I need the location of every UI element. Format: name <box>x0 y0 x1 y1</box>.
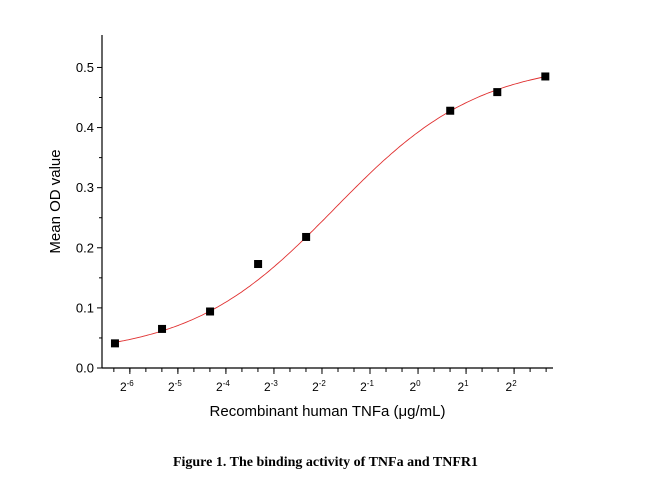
x-tick-label: 22 <box>506 379 518 394</box>
data-point <box>110 339 119 348</box>
y-tick-label: 0.3 <box>76 180 94 195</box>
data-point <box>493 88 502 97</box>
y-tick-label: 0.4 <box>76 120 94 135</box>
y-axis-label: Mean OD value <box>47 149 64 253</box>
x-tick-label: 2-3 <box>264 379 278 394</box>
data-point <box>158 324 167 333</box>
x-tick-label: 2-6 <box>120 379 134 394</box>
x-tick-label: 2-2 <box>312 379 326 394</box>
data-point <box>446 106 455 115</box>
y-tick-label: 0.2 <box>76 240 94 255</box>
data-point <box>541 72 550 81</box>
x-tick-label: 2-4 <box>216 379 230 394</box>
y-tick-label: 0.5 <box>76 60 94 75</box>
y-tick-label: 0.1 <box>76 300 94 315</box>
x-tick-label: 2-1 <box>360 379 374 394</box>
data-point <box>302 232 311 241</box>
fit-curve <box>112 75 548 344</box>
data-point <box>206 307 215 316</box>
data-point <box>254 260 263 269</box>
x-tick-label: 2-5 <box>168 379 182 394</box>
y-tick-label: 0.0 <box>76 361 94 376</box>
figure-caption: Figure 1. The binding activity of TNFa a… <box>172 455 479 470</box>
x-axis-label: Recombinant human TNFa (μg/mL) <box>210 403 446 420</box>
x-tick-label: 20 <box>409 379 421 394</box>
x-tick-label: 21 <box>457 379 469 394</box>
